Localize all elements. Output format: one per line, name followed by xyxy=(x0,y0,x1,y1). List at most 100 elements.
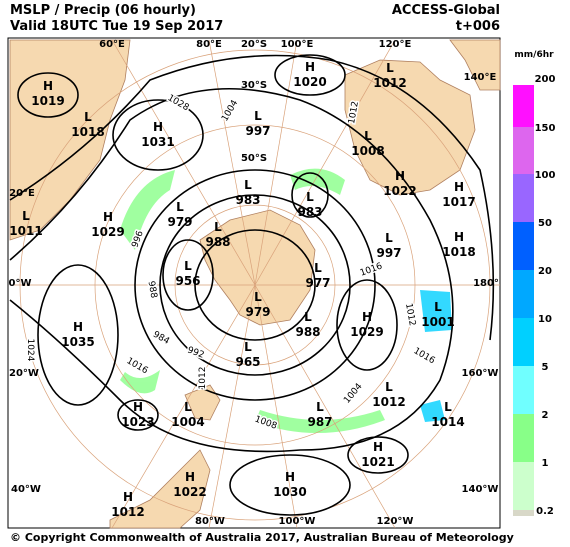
isobar xyxy=(9,87,454,453)
pressure-center-value: 1018 xyxy=(442,245,475,259)
isobar-label: 1024 xyxy=(25,339,35,362)
isobar-label: 1012 xyxy=(198,367,208,390)
pressure-center-type: H xyxy=(43,79,53,93)
graticule-label: 100°E xyxy=(281,39,314,50)
pressure-center-type: H xyxy=(185,470,195,484)
pressure-center-type: H xyxy=(103,210,113,224)
pressure-center-type: L xyxy=(385,231,393,245)
colorbar-swatch xyxy=(513,85,534,127)
graticule-label: 20°S xyxy=(241,39,267,50)
pressure-center-type: H xyxy=(454,180,464,194)
graticule-label: 120°E xyxy=(379,39,412,50)
colorbar-label: 100 xyxy=(535,170,556,181)
pressure-center-value: 1008 xyxy=(351,144,384,158)
pressure-center-type: L xyxy=(84,110,92,124)
header-text: ACCESS-Global xyxy=(392,3,500,18)
isobars xyxy=(9,54,495,516)
pressure-center-type: L xyxy=(254,109,262,123)
pressure-center-value: 1023 xyxy=(121,415,154,429)
precip xyxy=(120,168,452,434)
pressure-center-value: 1022 xyxy=(383,184,416,198)
pressure-center-value: 983 xyxy=(235,193,260,207)
graticule-label: 140°E xyxy=(464,72,497,83)
pressure-center-type: H xyxy=(373,440,383,454)
colorbar-swatch xyxy=(513,270,534,318)
pressure-center-type: L xyxy=(176,200,184,214)
pressure-center-value: 1011 xyxy=(9,224,42,238)
pressure-center-value: 1019 xyxy=(31,94,64,108)
pressure-center-type: L xyxy=(314,261,322,275)
graticule-label: 100°W xyxy=(279,516,316,527)
pressure-center-type: H xyxy=(395,169,405,183)
pressure-center-value: 1012 xyxy=(111,505,144,519)
colorbar-label: 50 xyxy=(538,218,552,229)
pressure-center-value: 1029 xyxy=(91,225,124,239)
pressure-center-value: 1030 xyxy=(273,485,306,499)
isobar-label: 988 xyxy=(146,280,159,299)
pressure-center-type: L xyxy=(306,190,314,204)
graticule-label: 0°W xyxy=(9,278,32,289)
graticule-label: 120°W xyxy=(377,516,414,527)
isobar xyxy=(162,239,214,311)
pressure-center-value: 1004 xyxy=(171,415,204,429)
pressure-center-type: L xyxy=(184,400,192,414)
pressure-center-value: 1012 xyxy=(373,76,406,90)
pressure-center-value: 1035 xyxy=(61,335,94,349)
pressure-center-type: L xyxy=(385,380,393,394)
colorbar-label: 0.2 xyxy=(536,506,554,517)
pressure-center-value: 1012 xyxy=(372,395,405,409)
colorbar-label: 20 xyxy=(538,266,552,277)
pressure-center-type: L xyxy=(244,178,252,192)
pressure-center-value: 979 xyxy=(167,215,192,229)
pressure-center-type: L xyxy=(304,310,312,324)
colorbar-swatch xyxy=(513,174,534,222)
header-text: t+006 xyxy=(456,19,500,34)
pressure-center-type: H xyxy=(305,60,315,74)
isobar xyxy=(347,436,409,474)
pressure-center-type: H xyxy=(454,230,464,244)
pressure-center-value: 965 xyxy=(235,355,260,369)
graticule-label: 80°W xyxy=(195,516,225,527)
isobar xyxy=(291,172,329,218)
pressure-center-type: L xyxy=(444,400,452,414)
isobar xyxy=(112,99,204,171)
pressure-center-value: 1021 xyxy=(361,455,394,469)
pressure-center-type: L xyxy=(244,340,252,354)
pressure-center-type: L xyxy=(386,61,394,75)
pressure-center-value: 1020 xyxy=(293,75,326,89)
isobar xyxy=(229,454,351,516)
graticule-label: 20°E xyxy=(9,188,35,199)
colorbar-swatch xyxy=(513,366,534,414)
colorbar-label: 10 xyxy=(538,314,552,325)
isobar xyxy=(134,169,376,401)
pressure-center-type: L xyxy=(364,129,372,143)
colorbar-label: 2 xyxy=(542,410,549,421)
colorbar-label: 5 xyxy=(542,362,549,373)
isobar xyxy=(17,72,79,118)
colorbar-swatch xyxy=(513,510,534,516)
pressure-center-value: 997 xyxy=(376,246,401,260)
graticule-label: 140°W xyxy=(462,484,499,495)
graticule-label: 20°W xyxy=(9,368,39,379)
isobar xyxy=(336,279,398,371)
pressure-center-value: 997 xyxy=(245,124,270,138)
header-text: Valid 18UTC Tue 19 Sep 2017 xyxy=(10,19,223,34)
isobar xyxy=(274,54,346,96)
pressure-center-value: 988 xyxy=(205,235,230,249)
pressure-center-value: 1014 xyxy=(431,415,464,429)
pressure-center-value: 987 xyxy=(307,415,332,429)
pressure-center-type: H xyxy=(362,310,372,324)
graticule-lines xyxy=(10,39,500,529)
graticule-label: 160°W xyxy=(462,368,499,379)
colorbar-unit: mm/6hr xyxy=(514,50,554,60)
pressure-center-value: 977 xyxy=(305,276,330,290)
pressure-center-value: 1031 xyxy=(141,135,174,149)
pressure-center-value: 1017 xyxy=(442,195,475,209)
pressure-center-type: L xyxy=(316,400,324,414)
pressure-center-value: 1029 xyxy=(350,325,383,339)
pressure-center-value: 1022 xyxy=(173,485,206,499)
graticule-label: 180° xyxy=(473,278,499,289)
pressure-center-type: H xyxy=(73,320,83,334)
